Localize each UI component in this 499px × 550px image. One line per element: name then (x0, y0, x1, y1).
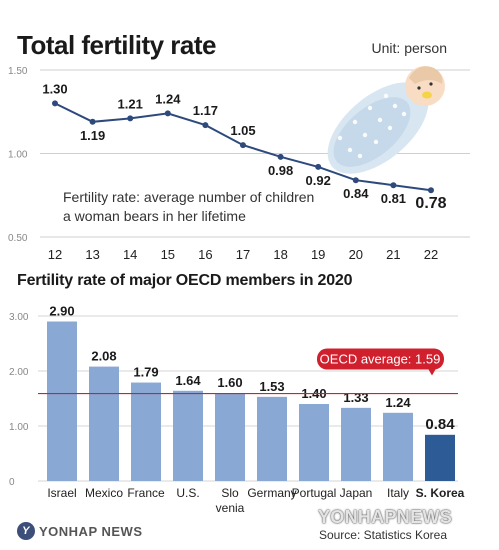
bar-x-tick: Mexico (85, 486, 123, 500)
bar-x-tick: U.S. (176, 486, 199, 500)
bar-value-label: 1.24 (385, 395, 411, 410)
unit-label: Unit: person (371, 40, 447, 56)
line-y-tick: 1.50 (8, 66, 28, 77)
line-point (202, 122, 209, 129)
line-y-tick: 1.00 (8, 150, 28, 161)
line-chart-grid (40, 69, 470, 238)
line-x-tick: 13 (85, 247, 99, 262)
line-chart: 0.50 1.00 1.50 1.30 1.19 1.21 1.24 1.17 1.05 0.9… (8, 66, 470, 262)
bar (131, 382, 161, 481)
line-point (127, 115, 134, 122)
bar (299, 404, 329, 481)
line-value-label: 1.19 (80, 128, 105, 143)
line-value-label: 1.30 (42, 81, 67, 96)
bar-y-tick: 1.00 (9, 422, 29, 433)
bar-chart-y-ticks: 0 1.00 2.00 3.00 (9, 312, 29, 488)
line-x-tick: 14 (123, 247, 137, 262)
line-value-label: 1.05 (230, 123, 255, 138)
note-line-2: a woman bears in her lifetime (63, 208, 246, 224)
bar-x-tick: France (127, 486, 165, 500)
line-value-labels: 1.30 1.19 1.21 1.24 1.17 1.05 0.98 0.92 0.84 0.81… (42, 81, 446, 212)
line-value-label: 0.81 (381, 191, 406, 206)
bar (425, 434, 455, 481)
line-x-tick: 19 (311, 247, 325, 262)
bar-x-tick: Slo venia (216, 486, 245, 515)
line-y-tick: 0.50 (8, 233, 28, 244)
bar-chart-title: Fertility rate of major OECD members in … (17, 272, 353, 289)
line-point (164, 110, 171, 117)
chart-title: Total fertility rate (17, 30, 217, 60)
bar-x-tick: Germany (247, 486, 296, 500)
bar (257, 396, 287, 481)
line-chart-x-ticks: 12 13 14 15 16 17 18 19 20 21 22 (48, 247, 438, 262)
bar (341, 407, 371, 481)
line-value-label: 1.17 (193, 103, 218, 118)
bar-value-labels: 2.902.081.791.64 1.60 1.53 1.40 1.33 1.240.84 (49, 304, 455, 433)
line-point (52, 100, 58, 107)
line-x-tick: 20 (349, 247, 363, 262)
line-x-tick: 21 (386, 247, 400, 262)
bar-x-tick: S. Korea (416, 486, 465, 500)
line-x-tick: 12 (48, 247, 62, 262)
oecd-average-label: OECD average: 1.59 (320, 352, 441, 367)
line-point (352, 177, 359, 184)
bar-y-tick: 3.00 (9, 312, 29, 323)
line-value-label: 0.92 (306, 173, 331, 188)
bar (173, 390, 203, 481)
watermark: YONHAPNEWS (318, 507, 453, 527)
line-value-label: 0.78 (415, 195, 446, 212)
bar-value-label: 1.53 (259, 379, 284, 394)
line-value-label: 0.98 (268, 163, 293, 178)
bar-x-tick: Italy (387, 486, 409, 500)
line-chart-y-ticks: 0.50 1.00 1.50 (8, 66, 28, 244)
line-x-tick: 16 (198, 247, 212, 262)
bar-x-tick: Portugal (292, 486, 337, 500)
oecd-average-badge (317, 348, 444, 370)
line-x-tick: 22 (424, 247, 438, 262)
bar-value-label: 1.79 (133, 365, 158, 380)
source-label: Source: Statistics Korea (318, 528, 447, 542)
bar-chart-x-ticks: Israel Mexico France U.S. Slo veniaGermanyPor… (47, 486, 464, 515)
line-value-label: 0.84 (343, 186, 369, 201)
note-line-1: Fertility rate: average number of childr… (63, 189, 315, 205)
bar-series (47, 321, 455, 481)
bar (383, 412, 413, 481)
baby-illustration (327, 66, 445, 174)
line-x-tick: 17 (236, 247, 250, 262)
line-point (428, 187, 434, 194)
line-point (89, 118, 96, 125)
line-points (52, 100, 434, 194)
bar (89, 366, 119, 481)
line-value-label: 1.24 (155, 91, 181, 106)
oecd-average-pointer (428, 368, 436, 376)
bar-value-label: 1.33 (343, 390, 368, 405)
bar (47, 321, 77, 481)
logo-text: YONHAP NEWS (39, 523, 143, 539)
bar-y-tick: 2.00 (9, 367, 29, 378)
bar-value-label: 1.64 (175, 373, 201, 388)
bar (215, 393, 245, 481)
bar-x-tick: Israel (47, 486, 76, 500)
bar-value-label: 2.90 (49, 304, 74, 319)
line-point (390, 182, 397, 189)
bar-x-tick: Japan (340, 486, 373, 500)
bar-value-label: 0.84 (425, 416, 455, 433)
bar-y-tick: 0 (9, 477, 15, 488)
yonhap-logo: Y YONHAP NEWS (17, 522, 143, 540)
line-x-tick: 15 (161, 247, 175, 262)
yonhap-logo-icon: Y (17, 522, 35, 540)
bar-value-label: 1.60 (217, 375, 242, 390)
fertility-definition-note: Fertility rate: average number of childr… (63, 188, 314, 226)
line-point (277, 153, 284, 160)
line-point (315, 163, 322, 170)
line-point (240, 142, 246, 149)
oecd-average-reference: OECD average: 1.59 (38, 348, 458, 395)
line-value-label: 1.21 (118, 96, 143, 111)
line-x-tick: 18 (273, 247, 287, 262)
bar-value-label: 2.08 (91, 349, 116, 364)
bar-chart: 0 1.00 2.00 3.00 2.90 2.08 1.79 1.64 1.60 1.53 1.… (9, 304, 465, 516)
